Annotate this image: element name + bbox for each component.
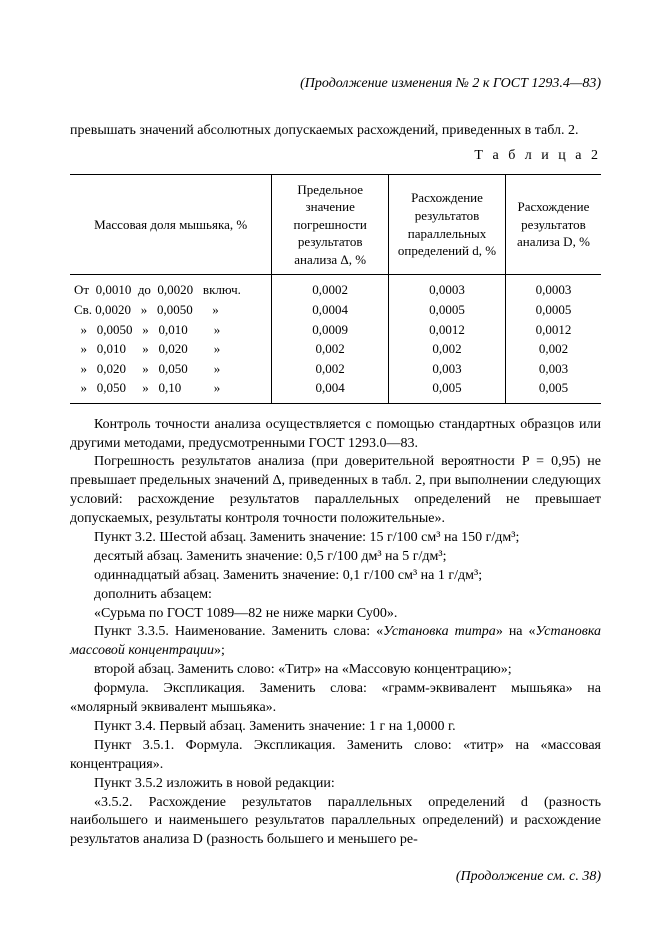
page-header: (Продолжение изменения № 2 к ГОСТ 1293.4… — [70, 75, 601, 94]
table-body: От 0,0010 до 0,0020 включ.0,00020,00030,… — [70, 275, 601, 403]
paragraph: Пункт 3.4. Первый абзац. Заменить значен… — [70, 718, 601, 737]
cell-D: 0,002 — [505, 339, 601, 359]
th-analysis: Расхождение результатов анализа D, % — [505, 174, 601, 275]
table-row: » 0,050 » 0,10 »0,0040,0050,005 — [70, 378, 601, 403]
table-row: » 0,0050 » 0,010 »0,00090,00120,0012 — [70, 320, 601, 340]
cell-delta: 0,0009 — [272, 320, 389, 340]
cell-delta: 0,0004 — [272, 300, 389, 320]
cell-delta: 0,002 — [272, 339, 389, 359]
paragraph: «Сурьма по ГОСТ 1089—82 не ниже марки Су… — [70, 605, 601, 624]
paragraph: дополнить абзацем: — [70, 586, 601, 605]
paragraph: второй абзац. Заменить слово: «Титр» на … — [70, 661, 601, 680]
th-limit: Предельное значение погрешности результа… — [272, 174, 389, 275]
paragraph: Пункт 3.3.5. Наименование. Заменить слов… — [70, 623, 601, 661]
paragraph: Пункт 3.5.1. Формула. Экспликация. Замен… — [70, 737, 601, 775]
body-text: Контроль точности анализа осуществляется… — [70, 416, 601, 850]
paragraph: одиннадцатый абзац. Заменить значение: 0… — [70, 567, 601, 586]
th-parallel: Расхождение результатов параллельных опр… — [389, 174, 506, 275]
cell-D: 0,003 — [505, 359, 601, 379]
paragraph: Пункт 3.5.2 изложить в новой редакции: — [70, 775, 601, 794]
cell-D: 0,0005 — [505, 300, 601, 320]
table-row: Св. 0,0020 » 0,0050 »0,00040,00050,0005 — [70, 300, 601, 320]
cell-range: » 0,0050 » 0,010 » — [70, 320, 272, 340]
cell-range: Св. 0,0020 » 0,0050 » — [70, 300, 272, 320]
cell-d: 0,0005 — [389, 300, 506, 320]
cell-range: » 0,050 » 0,10 » — [70, 378, 272, 403]
cell-delta: 0,004 — [272, 378, 389, 403]
cell-d: 0,0003 — [389, 275, 506, 300]
intro-text: превышать значений абсолютных допускаемы… — [70, 122, 601, 141]
cell-d: 0,0012 — [389, 320, 506, 340]
cell-range: » 0,020 » 0,050 » — [70, 359, 272, 379]
paragraph: десятый абзац. Заменить значение: 0,5 г/… — [70, 548, 601, 567]
data-table: Массовая доля мышьяка, % Предельное знач… — [70, 174, 601, 404]
cell-D: 0,005 — [505, 378, 601, 403]
table-row: От 0,0010 до 0,0020 включ.0,00020,00030,… — [70, 275, 601, 300]
cell-delta: 0,0002 — [272, 275, 389, 300]
th-mass-fraction: Массовая доля мышьяка, % — [70, 174, 272, 275]
paragraph: формула. Экспликация. Заменить слова: «г… — [70, 680, 601, 718]
cell-D: 0,0003 — [505, 275, 601, 300]
table-label: Т а б л и ц а 2 — [70, 147, 601, 166]
cell-d: 0,003 — [389, 359, 506, 379]
page-footer: (Продолжение см. с. 38) — [70, 868, 601, 887]
cell-d: 0,002 — [389, 339, 506, 359]
cell-D: 0,0012 — [505, 320, 601, 340]
cell-d: 0,005 — [389, 378, 506, 403]
table-row: » 0,020 » 0,050 »0,0020,0030,003 — [70, 359, 601, 379]
cell-range: От 0,0010 до 0,0020 включ. — [70, 275, 272, 300]
cell-range: » 0,010 » 0,020 » — [70, 339, 272, 359]
paragraph: Пункт 3.2. Шестой абзац. Заменить значен… — [70, 529, 601, 548]
table-row: » 0,010 » 0,020 »0,0020,0020,002 — [70, 339, 601, 359]
paragraph: Погрешность результатов анализа (при дов… — [70, 453, 601, 529]
cell-delta: 0,002 — [272, 359, 389, 379]
paragraph: Контроль точности анализа осуществляется… — [70, 416, 601, 454]
paragraph: «3.5.2. Расхождение результатов параллел… — [70, 794, 601, 851]
